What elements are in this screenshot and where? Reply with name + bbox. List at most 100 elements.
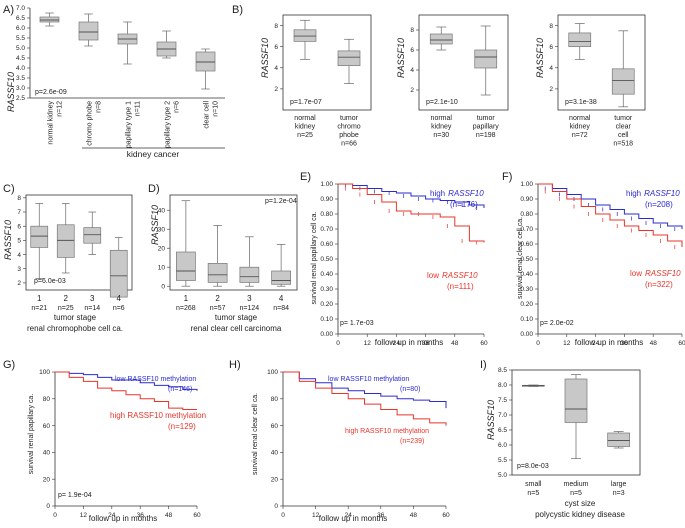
panel-c-box-1 xyxy=(56,224,75,258)
panel-d-ylabel: RASSF10 xyxy=(150,205,160,245)
panel-g-xtick-5: 60 xyxy=(193,512,201,519)
panel-f-xtick-0: 0 xyxy=(536,340,540,347)
panel-f-low-gene: RASSF10 xyxy=(645,269,681,278)
panel-b1-cat-0-line-2: n=25 xyxy=(297,132,313,139)
panel-i-ytick-6: 5.5 xyxy=(498,457,507,464)
panel-h-series-0 xyxy=(283,371,447,409)
panel-b1-pvalue: p=1.7e-07 xyxy=(290,99,322,106)
panel-c-xlabel-2: renal chromophobe cell ca. xyxy=(27,324,123,333)
panel-i-frame xyxy=(511,369,641,476)
panel-a-box-4 xyxy=(195,51,216,72)
panel-i-pvalue: p=8.0e-03 xyxy=(517,463,549,470)
panel-f-ytick-9: 0.10 xyxy=(520,316,533,323)
panel-e-ytick-10: 0.00 xyxy=(320,331,333,338)
panel-h-bottom-label: high RASSF10 methylation xyxy=(345,428,429,435)
panel-h-xtick-0: 0 xyxy=(281,512,285,519)
panel-b1-ylabel: RASSF10 xyxy=(260,38,270,78)
panel-g-top-label: low RASSF10 methylation xyxy=(115,376,196,383)
panel-f-series-0 xyxy=(538,183,683,229)
panel-b1-ytick-0: 8 xyxy=(274,23,278,30)
panel-c-cat-1: 2 xyxy=(64,294,69,303)
panel-d-box-0 xyxy=(176,251,196,281)
panel-c-ytick-3: 5 xyxy=(17,238,21,245)
panel-d-ytick-1: 30 xyxy=(158,226,166,233)
panel-b2-ylabel: RASSF10 xyxy=(396,38,406,78)
panel-f-high-legend: high RASSF10 xyxy=(626,189,680,198)
panel-d-n-3: n=84 xyxy=(273,305,289,312)
panel-c-ytick-0: 8 xyxy=(17,195,21,202)
panel-b3-cat-0-line-0: normal xyxy=(569,115,591,122)
panel-e-low-n: (n=111) xyxy=(447,282,474,291)
panel-c-ytick-1: 7 xyxy=(17,209,21,216)
panel-d-ytick-2: 20 xyxy=(158,245,166,252)
panel-i-n-1: n=5 xyxy=(570,490,582,497)
panel-f-pvalue: p= 2.0e-02 xyxy=(540,320,574,327)
panel-h-top-label: low RASSF10 methylation xyxy=(328,376,409,383)
panel-b3-frame xyxy=(557,14,646,111)
panel-f-ytick-10: 0.00 xyxy=(520,331,533,338)
panel-label-e: E) xyxy=(300,171,311,183)
panel-a-cat-n-1: n=8 xyxy=(96,101,103,113)
panel-e-ytick-9: 0.10 xyxy=(320,316,333,323)
panel-h-ylabel: survival renal clear cell ca. xyxy=(252,393,259,475)
panel-g-ytick-4: 20 xyxy=(43,476,51,483)
panel-f-ytick-3: 0.70 xyxy=(520,226,533,233)
panel-i-xlabel-2: polycystic kidney disease xyxy=(535,510,625,519)
panel-e-ytick-3: 0.70 xyxy=(320,226,333,233)
panel-b2-ytick-2: 4 xyxy=(410,67,414,74)
panel-c-ylabel: RASSF10 xyxy=(3,220,13,260)
panel-b1-box-1 xyxy=(337,50,361,67)
panel-label-i: I) xyxy=(480,359,487,371)
panel-a-ytick-2: 6.0 xyxy=(16,25,25,32)
panel-label-g: G) xyxy=(3,359,15,371)
panel-f-ytick-1: 0.90 xyxy=(520,196,533,203)
panel-label-f: F) xyxy=(502,171,512,183)
panel-b1-frame xyxy=(282,14,372,111)
panel-f-ylabel: survival renal clear cell ca. xyxy=(517,217,524,299)
panel-f-low-legend: low RASSF10 xyxy=(630,269,681,278)
panel-c-cat-2: 3 xyxy=(90,294,95,303)
panel-f-xlabel: follow up in months xyxy=(575,338,643,347)
panel-a-group-label: kidney cancer xyxy=(127,149,180,159)
panel-d-n-0: n=268 xyxy=(176,305,196,312)
panel-f-ytick-4: 0.60 xyxy=(520,241,533,248)
panel-b3-ytick-1: 6 xyxy=(549,44,553,51)
panel-a-cat-label-4: clear cell xyxy=(204,101,211,129)
panel-e-low-word: low xyxy=(427,271,439,280)
panel-f-ytick-0: 1.00 xyxy=(520,181,533,188)
panel-e-xtick-0: 0 xyxy=(336,340,340,347)
panel-g-ytick-1: 80 xyxy=(43,396,51,403)
panel-c-ytick-6: 2 xyxy=(17,280,21,287)
panel-b3-box-1 xyxy=(611,68,635,95)
panel-f-ytick-2: 0.80 xyxy=(520,211,533,218)
panel-b3-ylabel: RASSF10 xyxy=(535,38,545,78)
panel-c-n-3: n=6 xyxy=(113,305,125,312)
panel-g-pvalue: p= 1.9e-04 xyxy=(58,492,92,499)
panel-c-frame xyxy=(25,194,133,291)
panel-i-ylabel: RASSF10 xyxy=(486,400,496,440)
panel-label-c: C) xyxy=(3,183,15,195)
panel-e-ytick-6: 0.40 xyxy=(320,271,333,278)
panel-b3-pvalue: p=3.1e-38 xyxy=(565,99,597,106)
panel-label-h: H) xyxy=(229,359,241,371)
panel-f-high-word: high xyxy=(626,189,641,198)
panel-a-ytick-7: 3.5 xyxy=(16,75,25,82)
panel-f-xtick-2: 24 xyxy=(592,340,600,347)
panel-h-series-1 xyxy=(283,371,447,426)
panel-g-ytick-3: 40 xyxy=(43,450,51,457)
panel-g-xtick-1: 12 xyxy=(80,512,88,519)
chart-marks: 7.0 6.5 6.0 5.5 5.0 4.5 4.0 3.5 3.0 2.5 normal kid… xyxy=(16,5,685,519)
panel-d-n-2: n=124 xyxy=(240,305,260,312)
panel-a-ylabel: RASSF10 xyxy=(6,72,16,112)
panel-label-d: D) xyxy=(148,183,160,195)
panel-b1-ytick-1: 6 xyxy=(274,44,278,51)
panel-g-xtick-0: 0 xyxy=(53,512,57,519)
panel-d-pvalue: p=1.2e-04 xyxy=(265,198,297,205)
panel-d-xlabel-1: tumor stage xyxy=(215,313,258,322)
panel-f-xtick-4: 48 xyxy=(650,340,658,347)
panel-b2-box-0 xyxy=(429,33,453,45)
panel-a-ytick-0: 7.0 xyxy=(16,5,25,12)
panel-f-xtick-5: 60 xyxy=(678,340,685,347)
panel-c-pvalue: p=6.0e-03 xyxy=(34,278,66,285)
